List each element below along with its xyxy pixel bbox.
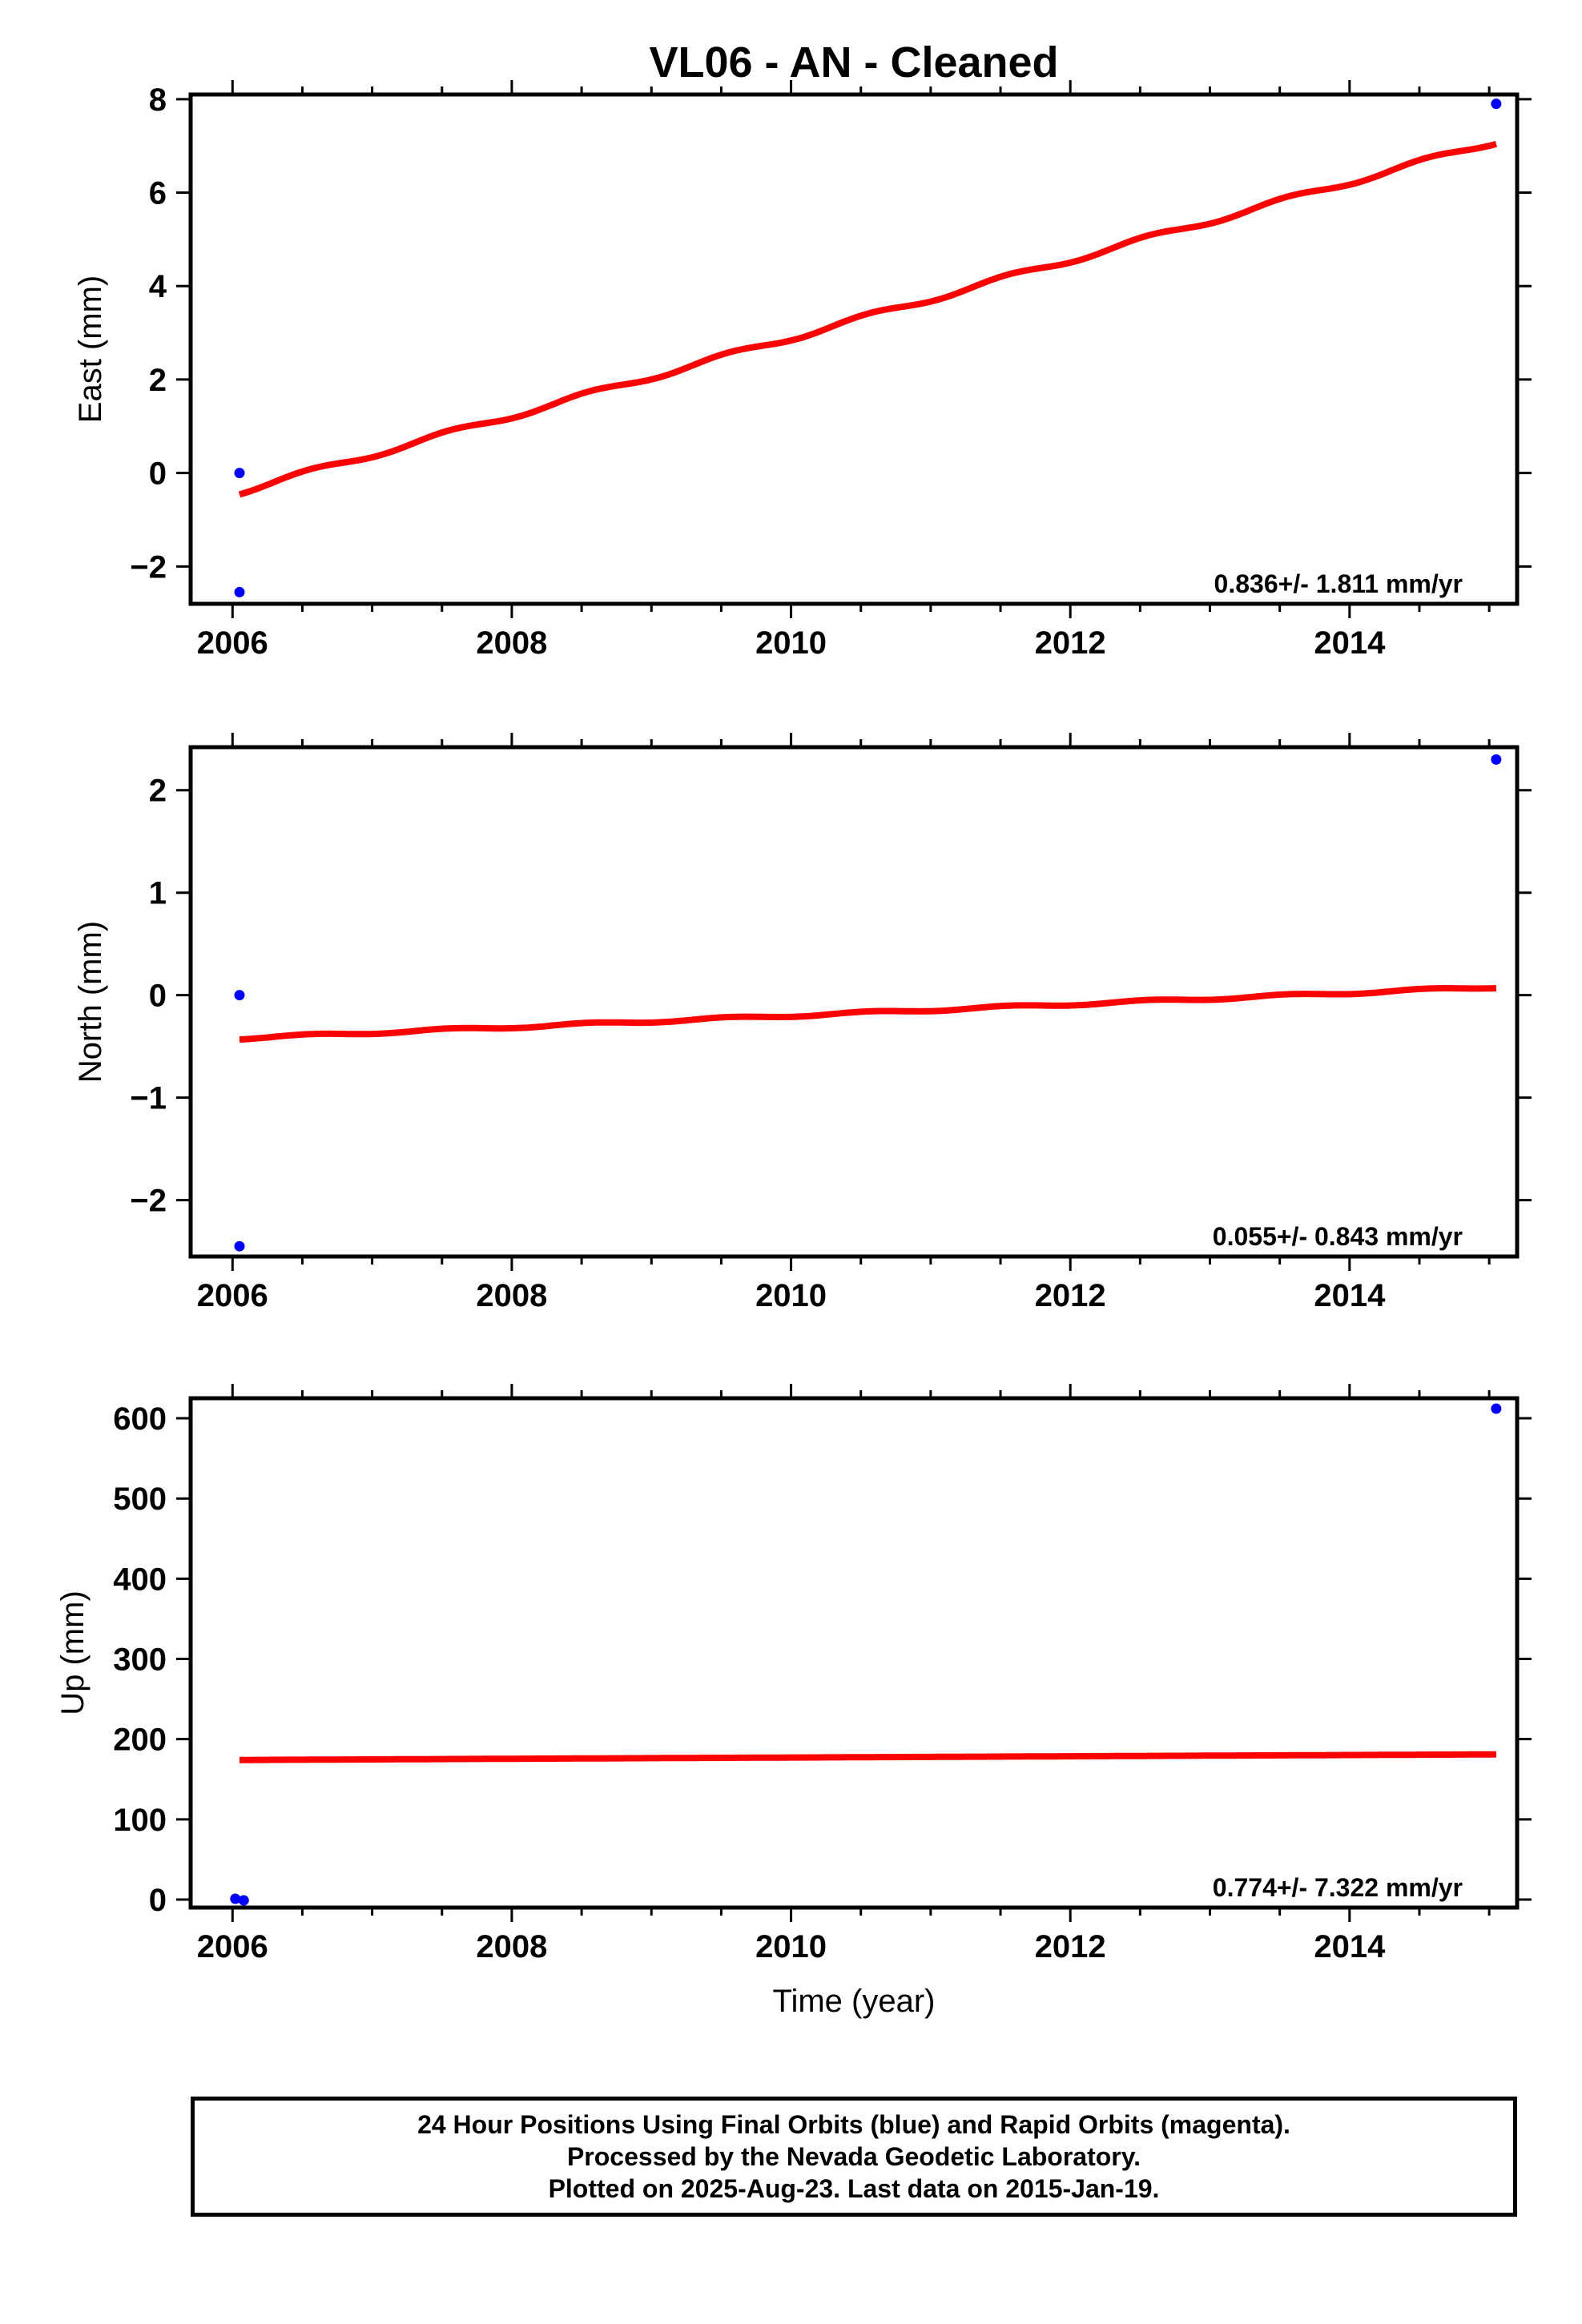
- up-plot-frame: [188, 1396, 1520, 1910]
- up-y-tick-label: 300: [113, 1642, 167, 1678]
- north-x-tick-label: 2010: [755, 1278, 827, 1313]
- north-y-tick-label: −2: [130, 1184, 167, 1219]
- east-y-tick-label: 6: [149, 176, 167, 211]
- x-axis-label: Time (year): [773, 1984, 936, 2019]
- north-data-point: [234, 1240, 245, 1252]
- north-x-tick-label: 2012: [1035, 1278, 1106, 1313]
- up-y-tick-label: 500: [113, 1482, 167, 1517]
- up-data-point: [230, 1893, 241, 1904]
- east-data-point: [234, 468, 245, 479]
- east-rate-label: 0.836+/- 1.811 mm/yr: [1214, 569, 1463, 598]
- up-y-tick-label: 0: [149, 1883, 167, 1918]
- east-y-tick-label: 8: [149, 82, 167, 118]
- up-rate-label: 0.774+/- 7.322 mm/yr: [1213, 1873, 1463, 1902]
- up-trend-line: [240, 1751, 1496, 1763]
- east-data-point: [1491, 99, 1502, 110]
- north-y-tick-label: −1: [130, 1081, 167, 1116]
- footer-caption-box: 24 Hour Positions Using Final Orbits (bl…: [191, 2097, 1517, 2217]
- up-x-tick-label: 2010: [755, 1929, 827, 1964]
- east-x-tick-label: 2010: [755, 625, 827, 661]
- north-y-tick-label: 1: [149, 876, 167, 911]
- east-x-tick-label: 2014: [1314, 625, 1386, 661]
- north-x-tick-label: 2006: [197, 1278, 268, 1313]
- east-y-tick-label: 4: [149, 269, 167, 304]
- east-y-tick-label: 0: [149, 456, 167, 492]
- east-y-axis-label: East (mm): [73, 275, 108, 423]
- east-panel: 2006 2008 2010 2012 2014 −2 0 2 4 6 8 East (mm) 0.83…: [73, 80, 1532, 661]
- east-y-tick-label: −2: [130, 549, 167, 585]
- north-panel: 2006 2008 2010 2012 2014 −2 −1 0 1 2 North (mm) 0.0…: [73, 733, 1532, 1313]
- footer-line-2: Processed by the Nevada Geodetic Laborat…: [566, 2142, 1141, 2171]
- footer-line-1: 24 Hour Positions Using Final Orbits (bl…: [417, 2110, 1290, 2139]
- north-data-point: [234, 990, 245, 1001]
- east-x-tick-label: 2012: [1035, 625, 1106, 661]
- up-data-point: [1491, 1403, 1502, 1414]
- up-y-tick-label: 100: [113, 1803, 167, 1838]
- north-x-tick-label: 2014: [1314, 1278, 1386, 1313]
- up-data-point: [238, 1895, 249, 1906]
- up-panel: 2006 2008 2010 2012 2014 0 100 200 300 400 500 600 U…: [55, 1384, 1532, 1964]
- figure-title: VL06 - AN - Cleaned: [649, 38, 1058, 86]
- east-trend-line: [238, 140, 1497, 498]
- up-x-tick-label: 2012: [1035, 1929, 1106, 1964]
- north-y-axis-label: North (mm): [73, 921, 108, 1083]
- up-y-tick-label: 200: [113, 1723, 167, 1758]
- north-y-tick-label: 2: [149, 774, 167, 809]
- up-y-tick-label: 600: [113, 1401, 167, 1437]
- north-plot-frame: [188, 745, 1520, 1259]
- north-rate-label: 0.055+/- 0.843 mm/yr: [1213, 1222, 1463, 1251]
- north-x-tick-label: 2008: [476, 1278, 547, 1313]
- east-plot-frame: [188, 92, 1520, 606]
- east-data-point: [234, 586, 245, 597]
- up-y-axis-label: Up (mm): [55, 1590, 91, 1715]
- north-y-tick-label: 0: [149, 979, 167, 1014]
- up-y-tick-label: 400: [113, 1562, 167, 1597]
- up-x-tick-label: 2008: [476, 1929, 547, 1964]
- east-x-tick-label: 2008: [476, 625, 547, 661]
- footer-line-3: Plotted on 2025-Aug-23. Last data on 201…: [548, 2174, 1160, 2203]
- east-x-tick-label: 2006: [197, 625, 268, 661]
- north-trend-line: [239, 985, 1497, 1043]
- up-x-tick-label: 2006: [197, 1929, 268, 1964]
- east-y-tick-label: 2: [149, 363, 167, 398]
- north-data-point: [1491, 754, 1502, 765]
- up-x-tick-label: 2014: [1314, 1929, 1386, 1964]
